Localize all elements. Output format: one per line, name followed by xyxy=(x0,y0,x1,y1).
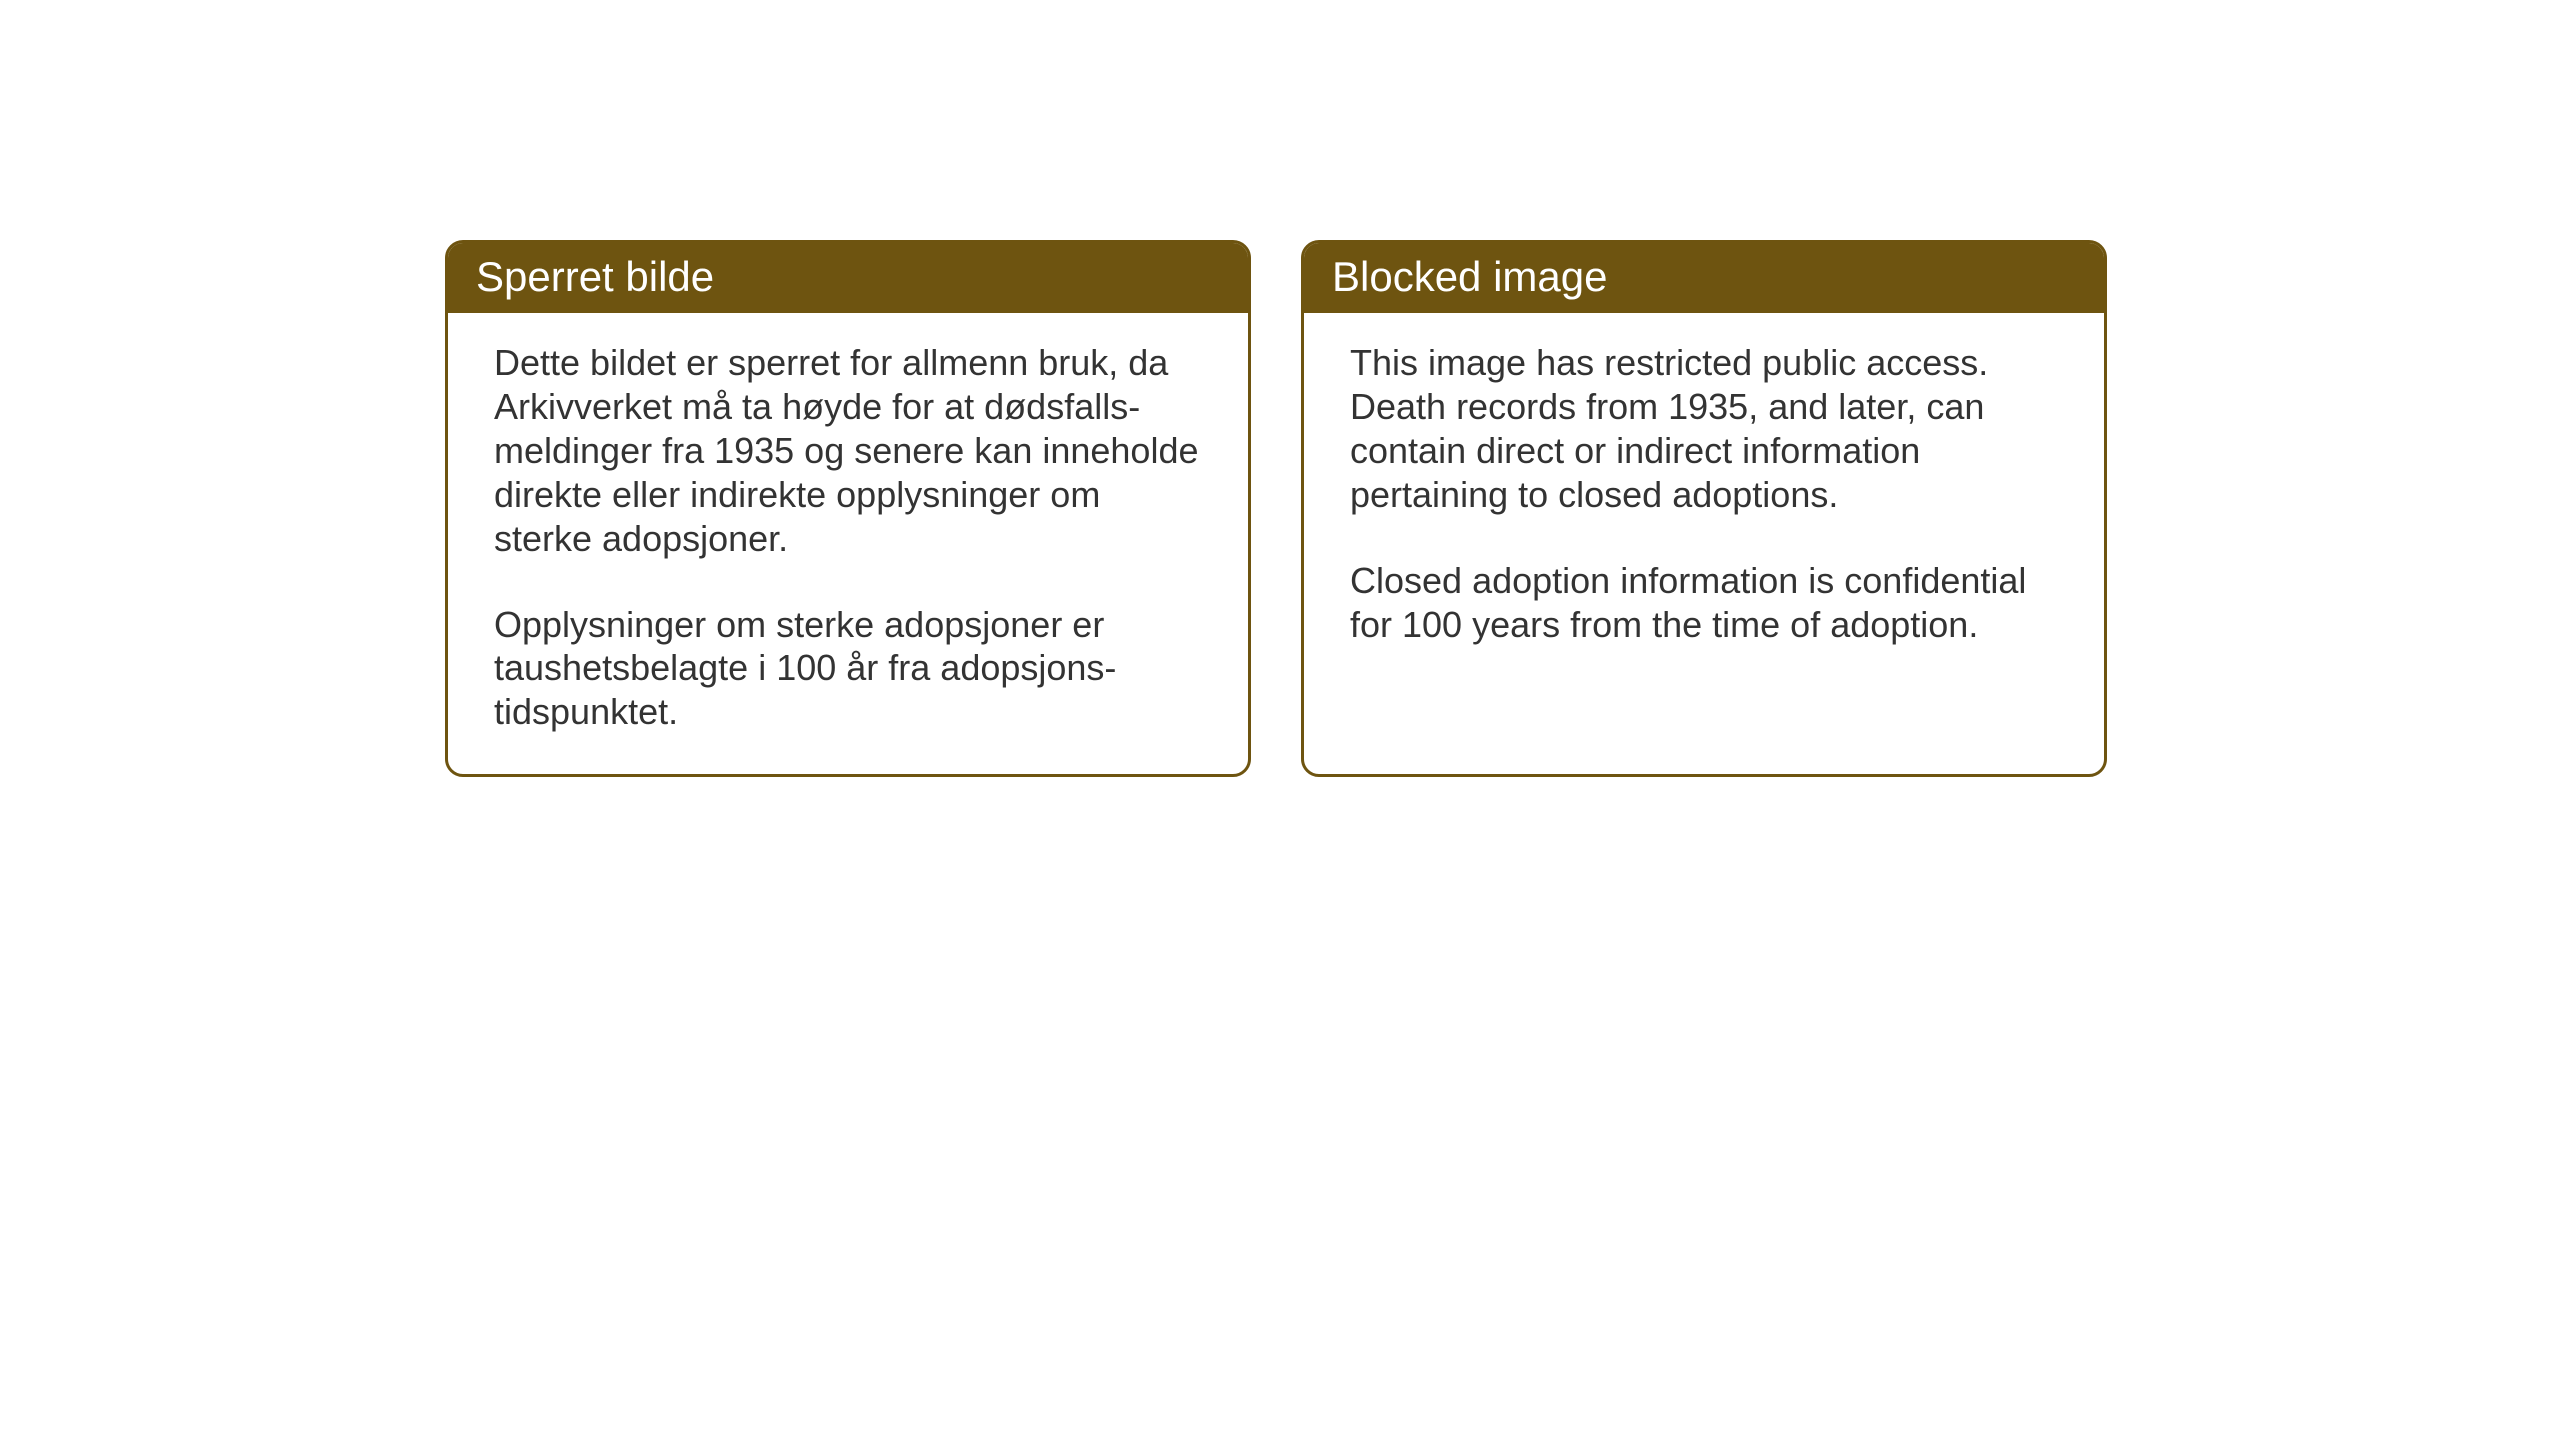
card-title-english: Blocked image xyxy=(1304,243,2104,313)
notice-cards-container: Sperret bilde Dette bildet er sperret fo… xyxy=(0,0,2560,777)
notice-card-english: Blocked image This image has restricted … xyxy=(1301,240,2107,777)
card-body-english: This image has restricted public access.… xyxy=(1304,313,2104,726)
card-title-norwegian: Sperret bilde xyxy=(448,243,1248,313)
card-paragraph: This image has restricted public access.… xyxy=(1350,341,2058,517)
card-body-norwegian: Dette bildet er sperret for allmenn bruk… xyxy=(448,313,1248,774)
card-paragraph: Closed adoption information is confident… xyxy=(1350,559,2058,647)
card-paragraph: Dette bildet er sperret for allmenn bruk… xyxy=(494,341,1202,561)
notice-card-norwegian: Sperret bilde Dette bildet er sperret fo… xyxy=(445,240,1251,777)
card-paragraph: Opplysninger om sterke adopsjoner er tau… xyxy=(494,603,1202,735)
